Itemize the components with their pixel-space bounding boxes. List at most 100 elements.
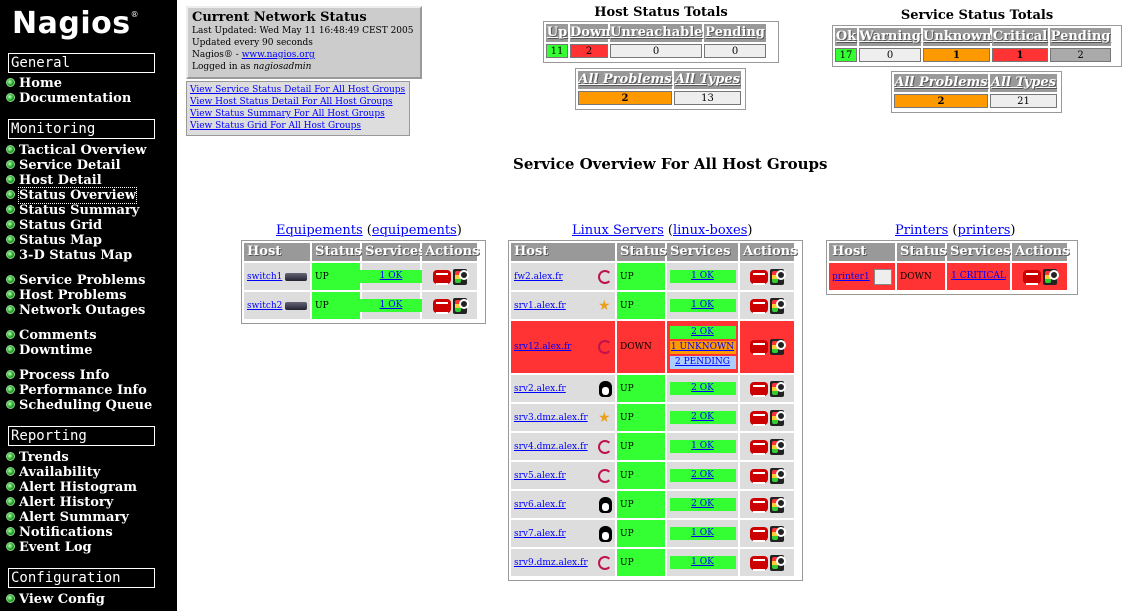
extended-info-icon[interactable] [750, 340, 768, 355]
group-alias-equipements[interactable]: equipements [371, 223, 457, 238]
nagios-logo[interactable]: Nagios® [12, 6, 140, 41]
menu-tactical-overview[interactable]: Tactical Overview [6, 143, 146, 158]
status-detail-icon[interactable] [452, 297, 469, 314]
service-count-link[interactable]: 1 OK [669, 299, 736, 312]
menu-trends[interactable]: Trends [6, 450, 69, 465]
menu-comments[interactable]: Comments [6, 328, 97, 343]
link-status-summary[interactable]: View Status Summary For All Host Groups [190, 109, 385, 119]
svc-critical-header[interactable]: Critical [992, 28, 1048, 46]
extended-info-icon[interactable] [750, 526, 768, 542]
host-link[interactable]: srv7.alex.fr [514, 528, 566, 539]
host-unreachable-header[interactable]: Unreachable [610, 24, 703, 42]
host-up-header[interactable]: Up [546, 24, 568, 42]
service-count-link[interactable]: 1 OK [669, 556, 736, 569]
group-link-equipements[interactable]: Equipements [276, 223, 363, 238]
service-count-link[interactable]: 2 OK [669, 498, 736, 511]
host-link[interactable]: switch2 [247, 300, 283, 311]
menu-availability[interactable]: Availability [6, 465, 100, 480]
host-link[interactable]: switch1 [247, 271, 283, 282]
group-link-linux[interactable]: Linux Servers [572, 223, 664, 238]
menu-service-problems[interactable]: Service Problems [6, 273, 145, 288]
service-count-link[interactable]: 2 OK [669, 382, 736, 395]
menu-host-detail[interactable]: Host Detail [6, 173, 102, 188]
service-count-link[interactable]: 1 OK [669, 440, 736, 453]
status-detail-icon[interactable] [770, 268, 786, 285]
menu-documentation[interactable]: Documentation [6, 91, 131, 106]
svc-unknown-header[interactable]: Unknown [923, 28, 992, 46]
host-link[interactable]: fw2.alex.fr [514, 271, 563, 282]
link-service-detail[interactable]: View Service Status Detail For All Host … [190, 85, 406, 95]
service-count-link[interactable]: 2 OK [669, 411, 736, 424]
menu-alert-summary[interactable]: Alert Summary [6, 510, 129, 525]
extended-info-icon[interactable] [750, 381, 768, 397]
status-detail-icon[interactable] [770, 438, 786, 455]
link-host-detail[interactable]: View Host Status Detail For All Host Gro… [190, 97, 393, 107]
status-detail-icon[interactable] [770, 467, 786, 484]
menu-downtime[interactable]: Downtime [6, 343, 93, 358]
service-count-link[interactable]: 2 PENDING [669, 355, 736, 369]
host-link[interactable]: srv1.alex.fr [514, 300, 566, 311]
host-link[interactable]: srv2.alex.fr [514, 383, 566, 394]
group-link-printers[interactable]: Printers [895, 223, 949, 238]
service-count-link[interactable]: 1 CRITICAL [947, 270, 1010, 283]
svc-all-problems-header[interactable]: All Problems [894, 74, 988, 92]
menu-home[interactable]: Home [6, 76, 62, 91]
status-detail-icon[interactable] [770, 297, 786, 314]
status-detail-icon[interactable] [770, 496, 786, 513]
service-count-link[interactable]: 2 OK [669, 469, 736, 482]
group-alias-printers[interactable]: printers [957, 223, 1011, 238]
menu-process-info[interactable]: Process Info [6, 368, 109, 383]
status-detail-icon[interactable] [770, 380, 786, 397]
service-count-link[interactable]: 1 OK [669, 527, 736, 540]
host-all-problems-header[interactable]: All Problems [578, 71, 672, 89]
menu-view-config[interactable]: View Config [6, 592, 105, 607]
host-pending-header[interactable]: Pending [704, 24, 766, 42]
extended-info-icon[interactable] [750, 555, 768, 571]
menu-notifications[interactable]: Notifications [6, 525, 113, 540]
nagios-link[interactable]: www.nagios.org [241, 50, 315, 60]
host-link[interactable]: srv6.alex.fr [514, 499, 566, 510]
menu-event-log[interactable]: Event Log [6, 540, 92, 555]
service-count-link[interactable]: 1 OK [358, 299, 424, 312]
host-link[interactable]: srv5.alex.fr [514, 470, 566, 481]
host-link[interactable]: srv12.alex.fr [514, 342, 572, 352]
extended-info-icon[interactable] [750, 269, 768, 285]
extended-info-icon[interactable] [432, 298, 451, 314]
svc-pending-header[interactable]: Pending [1050, 28, 1111, 46]
service-count-link[interactable]: 1 OK [358, 270, 424, 283]
menu-alert-history[interactable]: Alert History [6, 495, 113, 510]
menu-3d-status-map[interactable]: 3-D Status Map [6, 248, 132, 263]
menu-status-map[interactable]: Status Map [6, 233, 102, 248]
svc-ok-header[interactable]: Ok [835, 28, 857, 46]
extended-info-icon[interactable] [432, 269, 451, 285]
host-link[interactable]: printer1 [832, 271, 870, 282]
service-count-link[interactable]: 1 OK [669, 270, 736, 283]
status-detail-icon[interactable] [452, 268, 469, 285]
service-count-link[interactable]: 1 UNKNOWN [669, 340, 736, 354]
status-detail-icon[interactable] [770, 339, 786, 355]
menu-host-problems[interactable]: Host Problems [6, 288, 126, 303]
group-alias-linux[interactable]: linux-boxes [672, 223, 748, 238]
menu-service-detail[interactable]: Service Detail [6, 158, 121, 173]
extended-info-icon[interactable] [750, 439, 768, 455]
host-link[interactable]: srv9.dmz.alex.fr [514, 557, 588, 568]
svc-warning-header[interactable]: Warning [859, 28, 921, 46]
menu-alert-histogram[interactable]: Alert Histogram [6, 480, 137, 495]
svc-all-types-header[interactable]: All Types [990, 74, 1057, 92]
menu-status-summary[interactable]: Status Summary [6, 203, 139, 218]
status-detail-icon[interactable] [1042, 268, 1059, 285]
extended-info-icon[interactable] [750, 410, 768, 426]
menu-status-overview[interactable]: Status Overview [6, 187, 138, 204]
extended-info-icon[interactable] [750, 497, 768, 513]
host-all-types-header[interactable]: All Types [674, 71, 741, 89]
menu-scheduling-queue[interactable]: Scheduling Queue [6, 398, 152, 413]
extended-info-icon[interactable] [750, 468, 768, 484]
host-down-header[interactable]: Down [570, 24, 611, 42]
status-detail-icon[interactable] [770, 525, 786, 542]
service-count-link[interactable]: 2 OK [669, 325, 736, 339]
link-status-grid[interactable]: View Status Grid For All Host Groups [190, 121, 362, 131]
extended-info-icon[interactable] [750, 298, 768, 314]
status-detail-icon[interactable] [770, 409, 786, 426]
host-link[interactable]: srv3.dmz.alex.fr [514, 412, 588, 423]
menu-network-outages[interactable]: Network Outages [6, 303, 145, 318]
